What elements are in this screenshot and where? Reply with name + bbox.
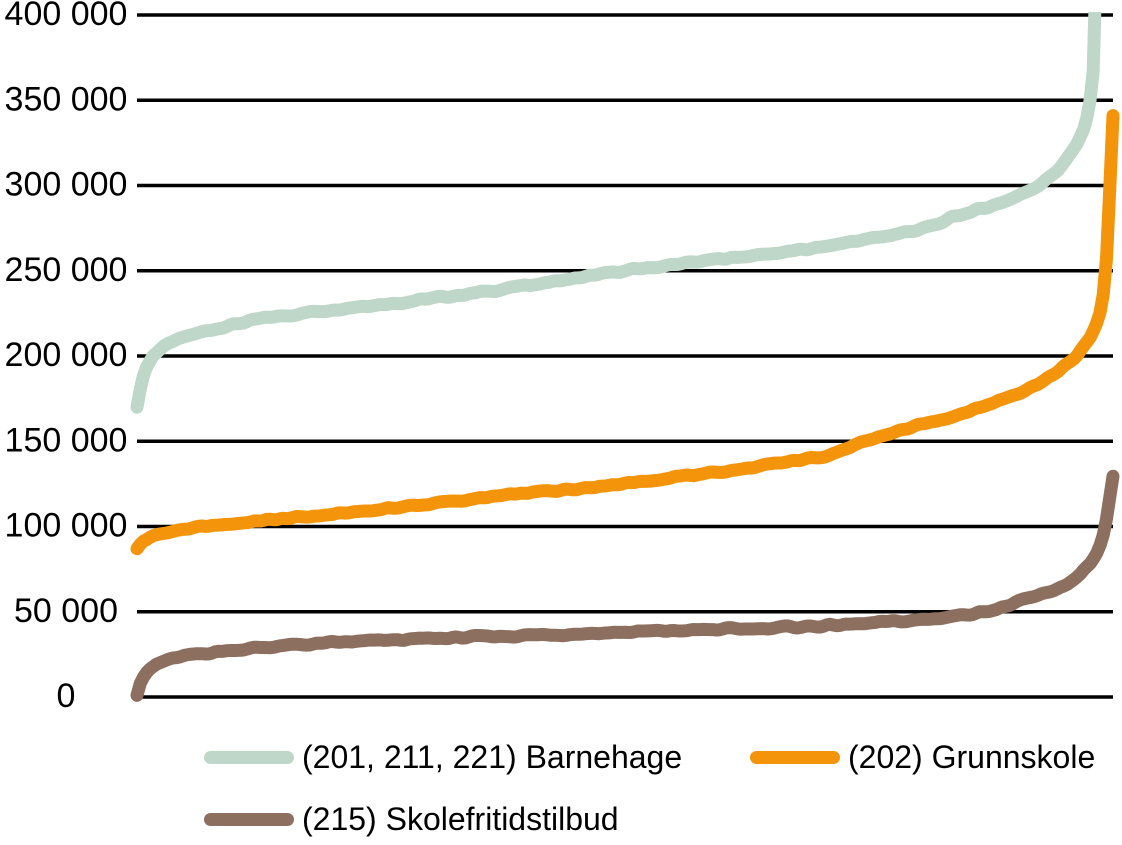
y-axis-tick-label: 300 000 xyxy=(5,166,128,204)
y-axis-tick-label: 50 000 xyxy=(14,592,118,630)
series-line-skolefritidstilbud[interactable] xyxy=(130,469,1120,702)
legend-label-grunnskole: (202) Grunnskole xyxy=(848,739,1096,775)
legend-swatch-grunnskole xyxy=(750,750,840,764)
legend-swatch-skolefritidstilbud xyxy=(204,812,294,826)
series-line-grunnskole[interactable] xyxy=(130,109,1120,556)
y-axis-tick-label: 100 000 xyxy=(5,507,128,545)
legend-item-grunnskole[interactable]: (202) Grunnskole xyxy=(750,739,1095,775)
y-axis-tick-label: 400 000 xyxy=(5,0,128,33)
y-axis-tick-label: 0 xyxy=(57,677,76,715)
legend-item-barnehage[interactable]: (201, 211, 221) Barnehage xyxy=(204,739,682,775)
y-axis-tick-label: 150 000 xyxy=(5,421,128,459)
y-axis-tick-label: 200 000 xyxy=(5,336,128,374)
y-axis-tick-label: 350 000 xyxy=(5,80,128,118)
series-line-barnehage[interactable] xyxy=(130,0,1102,414)
legend-label-barnehage: (201, 211, 221) Barnehage xyxy=(302,739,683,775)
legend-item-skolefritidstilbud[interactable]: (215) Skolefritidstilbud xyxy=(204,801,619,837)
legend-label-skolefritidstilbud: (215) Skolefritidstilbud xyxy=(302,801,619,837)
y-axis-tick-label: 250 000 xyxy=(5,251,128,289)
legend-swatch-barnehage xyxy=(204,750,294,764)
